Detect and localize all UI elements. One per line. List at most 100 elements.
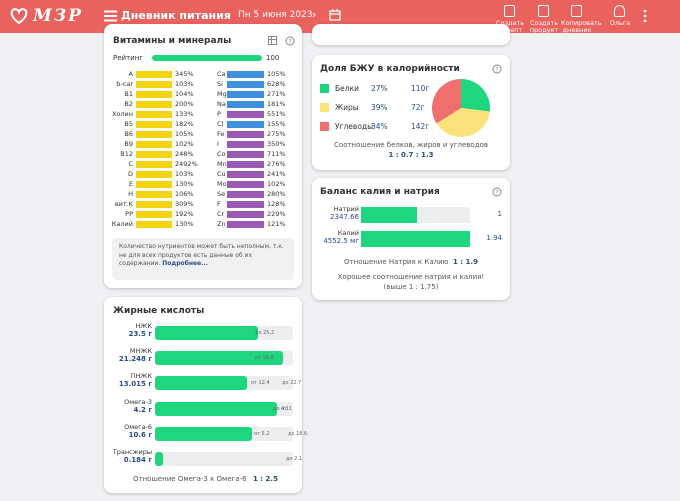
nutrient-bar [136,151,172,158]
pie-slice [432,79,461,124]
legend-swatch [320,122,329,131]
nutrient-percent: 103% [175,80,194,88]
next-day[interactable]: › [312,8,317,21]
nutrient-percent: 628% [267,80,286,88]
card-title: Доля БЖУ в калорийности [320,64,460,74]
nutrient-name: PP [125,210,133,218]
nutrient-percent: 192% [175,210,194,218]
prev-day[interactable]: ‹ [224,8,229,21]
nutrient-percent: 350% [267,140,286,148]
page-title: Дневник питания [121,9,231,22]
rating-value: 100 [266,54,280,62]
card-icons[interactable]: ? [268,36,298,46]
menu-icon[interactable] [104,10,117,22]
ratio-value: 1.94 [486,234,502,242]
nutrient-bar [136,191,172,198]
nutrient-bar [136,211,172,218]
nutrient-name: Холин [111,110,133,118]
nutrient-name: Se [217,190,226,198]
nutrient-name: B1 [124,90,133,98]
fatty-acids-card: Жирные кислоты Отношение Омега-3 к Омега… [104,297,307,493]
acid-to: до 4.1 [273,405,290,412]
acid-to: до 18.6 [288,430,308,437]
note: Хорошее соотношение натрия и калия! (выш… [337,273,485,291]
action-button[interactable]: Создать продукт [529,19,559,34]
help-icon[interactable]: ? [492,187,502,197]
action-button[interactable]: Ольга [609,19,631,27]
nutrient-percent: 128% [267,200,286,208]
nutrient-bar [136,121,172,128]
legend-percent: 27% [371,84,388,93]
legend-grams: 72г [411,103,425,112]
nutrient-percent: 271% [267,90,286,98]
nutrient-name: B9 [124,140,133,148]
bju-card: Доля БЖУ в калорийности ? Соотношение бе… [312,55,510,170]
nutrient-name: A [128,70,133,78]
action-icon [538,5,549,17]
ratio: 1 : 1.9 [453,258,478,266]
nutrient-percent: 280% [267,190,286,198]
more-icon[interactable] [643,9,647,23]
nutrient-bar [227,91,264,98]
ratio-value: 1 [497,210,502,218]
nutrient-name: H [128,190,133,198]
svg-text:?: ? [288,39,291,46]
logo-icon [10,8,28,25]
nutrient-name: B12 [120,150,133,158]
legend-name: Углеводы [335,122,374,131]
nutrient-name: Mn [217,160,227,168]
nutrient-percent: 121% [267,220,286,228]
top-card [312,24,510,45]
nutrient-percent: 229% [267,210,286,218]
nutrient-name: Ca [217,70,226,78]
nutrient-bar [136,131,172,138]
acid-amount: 4.2 г [133,405,153,414]
legend-percent: 34% [371,122,388,131]
acid-bar [155,401,277,416]
acid-amount: 10.6 г [128,430,152,439]
action-icon [504,5,515,17]
nutrient-bar [136,141,172,148]
nutrient-name: b-car [116,80,133,88]
acid-bar [155,376,247,391]
ratio-row: Отношение Натрия к Калию 1 : 1.9 [312,258,510,266]
help-icon[interactable]: ? [492,64,502,74]
bar [361,207,418,223]
acid-from: от 18.6 [255,355,274,362]
action-button[interactable]: Создать рецепт [495,19,525,34]
nutrient-amount: 2347.66 [330,213,359,221]
nutrient-bar [227,171,264,178]
nutrient-percent: 2492% [175,160,198,168]
nutrient-percent: 275% [267,130,286,138]
nutrient-bar [227,111,264,118]
acid-name: Трансжиры [112,448,152,456]
date[interactable]: Пн 5 июня 2023 [238,10,313,20]
card-title: Витамины и минералы [113,36,232,46]
ratio: 1 : 2.5 [253,475,278,483]
nutrient-percent: 345% [175,70,194,78]
nutrient-bar [136,81,172,88]
acid-bar [155,452,163,466]
acid-amount: 0.184 г [123,456,152,464]
nutrient-name: Mo [217,180,227,188]
calendar-icon[interactable] [329,9,341,21]
nutrient-bar [136,71,172,78]
nutrient-bar [136,181,172,188]
action-button[interactable]: Копировать дневник [561,19,602,34]
nutrient-amount: 4552.5 мг [323,237,359,245]
nutrient-bar [227,131,264,138]
nutrient-percent: 155% [267,120,286,128]
nutrient-bar [227,191,264,198]
logo[interactable]: МЗР [33,6,83,26]
nutrient-bar [227,101,264,108]
pie-slice [461,79,490,112]
nutrient-name: F [217,200,221,208]
acid-name: НЖК [135,322,152,330]
nutrient-percent: 130% [175,220,194,228]
nutrient-percent: 309% [175,200,194,208]
nutrient-name: Калий [337,229,359,237]
nutrient-bar [227,121,264,128]
note-link[interactable]: Подробнее... [162,260,208,267]
nutrient-name: Cu [217,170,226,178]
